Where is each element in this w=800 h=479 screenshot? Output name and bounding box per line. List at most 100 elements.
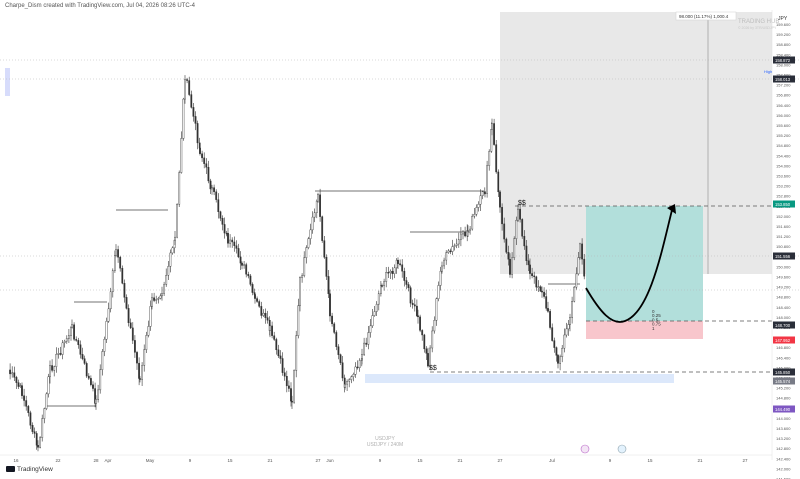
measure-info-text: 98.000 (11.17%) 1,000.4 — [679, 14, 729, 19]
candle-body — [460, 233, 462, 240]
time-tick-label: 15 — [417, 458, 423, 463]
candle-body — [139, 378, 141, 380]
price-tick-label: 159.200 — [776, 32, 791, 37]
candle-body — [23, 395, 25, 401]
event-icon-us-flag — [617, 444, 627, 454]
candle-body — [329, 293, 331, 317]
candle-body — [445, 252, 448, 261]
price-tick-label: 145.200 — [776, 386, 791, 391]
candle-body — [180, 138, 183, 173]
candle-body — [67, 335, 70, 339]
price-tick-label: 158.400 — [776, 52, 791, 57]
candle-body — [129, 322, 132, 329]
candle-body — [161, 293, 163, 297]
event-icon-lightning — [580, 444, 590, 454]
candle-body — [203, 157, 206, 164]
candle-body — [184, 79, 186, 100]
candle-body — [85, 363, 88, 377]
candle-body — [344, 383, 346, 388]
candle-body — [141, 365, 143, 380]
candle-body — [517, 208, 519, 221]
candle-body — [31, 425, 34, 432]
candle-body — [519, 208, 522, 220]
candle-body — [285, 376, 288, 387]
candle-body — [553, 340, 556, 348]
candle-body — [547, 308, 549, 312]
time-tick-label: 9 — [379, 458, 382, 463]
candle-body — [455, 243, 458, 246]
candle-body — [233, 241, 236, 246]
candle-body — [495, 144, 498, 173]
price-badge-text: 151.556 — [775, 254, 791, 259]
candle-body — [283, 372, 286, 377]
candle-body — [477, 203, 480, 208]
time-tick-label: Jun — [326, 458, 334, 463]
candle-body — [159, 295, 162, 299]
candle-body — [581, 243, 584, 260]
candle-body — [327, 276, 330, 294]
price-tick-label: 156.800 — [776, 93, 791, 98]
candle-body — [407, 284, 410, 288]
candle-body — [223, 224, 226, 234]
time-tick-label: 21 — [267, 458, 273, 463]
candle-body — [471, 215, 474, 230]
candle-body — [515, 219, 518, 239]
candle-body — [531, 273, 534, 277]
candle-body — [151, 297, 153, 307]
candle-body — [397, 259, 399, 264]
candle-body — [358, 360, 361, 368]
price-badge — [773, 252, 795, 260]
candle-body — [429, 347, 431, 367]
price-badge — [773, 200, 795, 208]
price-badge — [773, 56, 795, 64]
candle-body — [229, 239, 231, 244]
candle-body — [155, 299, 158, 301]
candle-body — [523, 236, 526, 247]
candle-body — [293, 370, 295, 403]
candle-body — [75, 339, 78, 341]
price-badge-text: 144.490 — [775, 407, 791, 412]
candle-body — [441, 265, 443, 272]
candle-body — [241, 262, 243, 266]
candle-body — [577, 257, 580, 275]
candle-body — [443, 259, 445, 267]
candle-body — [475, 207, 478, 215]
candle-body — [55, 353, 58, 367]
candle-body — [371, 315, 374, 327]
candle-body — [319, 194, 321, 217]
candle-body — [258, 301, 261, 307]
candle-body — [453, 245, 456, 247]
candle-body — [105, 321, 108, 340]
candle-body — [101, 351, 104, 370]
candle-body — [77, 340, 80, 345]
time-tick-label: 15 — [227, 458, 233, 463]
candle-body — [21, 385, 23, 396]
candle-body — [311, 216, 314, 231]
candle-body — [373, 311, 376, 316]
time-tick-label: 21 — [697, 458, 703, 463]
price-badge — [773, 336, 795, 344]
candle-body — [333, 323, 336, 333]
candle-body — [419, 316, 421, 331]
candle-body — [381, 285, 383, 287]
price-tick-label: 142.800 — [776, 446, 791, 451]
candle-body — [303, 257, 306, 276]
candle-body — [13, 372, 16, 378]
candle-body — [245, 264, 248, 275]
candle-body — [549, 311, 552, 328]
candle-body — [503, 223, 506, 240]
price-tick-label: 156.000 — [776, 113, 791, 118]
price-tick-label: 153.600 — [776, 174, 791, 179]
price-badge-text: 158.013 — [775, 77, 791, 82]
candle-body — [405, 280, 408, 285]
price-badge — [773, 405, 795, 413]
candle-body — [416, 305, 418, 316]
candle-body — [395, 259, 398, 269]
candle-body — [87, 375, 90, 379]
candle-body — [182, 98, 185, 139]
candle-body — [89, 378, 92, 385]
candle-body — [27, 406, 30, 413]
projection-path — [585, 209, 673, 323]
price-badge — [773, 368, 795, 376]
